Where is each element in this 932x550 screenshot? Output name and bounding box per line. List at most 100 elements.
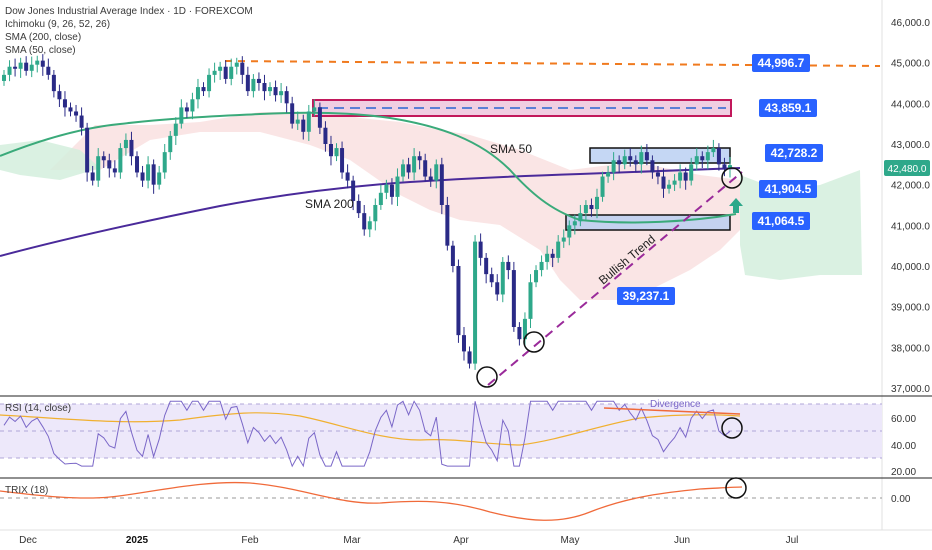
candle (683, 167, 688, 190)
label-lower-bg (752, 212, 810, 230)
label-mid-bg (765, 144, 823, 162)
sma50-annotation: SMA 50 (490, 142, 532, 156)
cloud-bullish-left (0, 140, 100, 180)
candle (68, 102, 73, 117)
candle (489, 267, 494, 288)
legend-sma200: SMA (200, close) (5, 32, 81, 43)
candle (572, 214, 577, 235)
candle (173, 117, 178, 146)
price-tick: 38,000.0 (891, 343, 930, 354)
candle (456, 259, 461, 343)
time-tick-jun: Jun (674, 535, 690, 546)
candle (378, 184, 383, 210)
label-upper: 43,859.1 (765, 101, 812, 115)
candle (705, 145, 710, 170)
candle (417, 151, 422, 170)
candle (40, 54, 45, 76)
candle (450, 240, 455, 273)
candle (218, 61, 223, 80)
candle (46, 58, 51, 80)
candle (234, 57, 239, 75)
price-tick: 37,000.0 (891, 384, 930, 395)
candle (273, 80, 278, 102)
candle (334, 143, 339, 162)
candle (589, 198, 594, 217)
candle (151, 159, 156, 194)
candle (694, 148, 699, 171)
candle (655, 165, 660, 185)
candle (85, 122, 90, 182)
price-tick: 42,000.0 (891, 181, 930, 192)
trix-line (0, 481, 743, 521)
candle (484, 252, 489, 284)
rsi-circle (721, 417, 743, 439)
candle (306, 104, 311, 141)
candle (678, 164, 683, 189)
candle (700, 151, 705, 168)
label-lower: 41,064.5 (758, 214, 805, 228)
current-price: 42,480.0 (888, 164, 927, 175)
time-tick-2025: 2025 (126, 535, 149, 546)
rsi-tick-60: 60.00 (891, 414, 916, 425)
candle (617, 155, 622, 174)
candlesticks (2, 54, 732, 370)
candle (434, 159, 439, 189)
candle (412, 148, 417, 181)
candle (534, 265, 539, 288)
rsi-panel: RSI (14, close) Divergence 60.00 40.00 2… (0, 399, 916, 478)
up-arrow-icon (729, 198, 743, 213)
candle (146, 156, 151, 189)
candle (135, 151, 140, 178)
cloud-bearish (50, 112, 740, 300)
divergence-label: Divergence (650, 399, 701, 410)
price-axis: 46,000.0 45,000.0 44,000.0 43,000.0 42,000.0… (891, 18, 930, 395)
candle (561, 229, 566, 248)
candle (262, 74, 267, 101)
rsi-label: RSI (14, close) (5, 403, 71, 414)
candle (279, 83, 284, 103)
candle (317, 102, 322, 135)
candle (522, 312, 527, 347)
candle (578, 205, 583, 227)
rsi-tick-20: 20.00 (891, 467, 916, 478)
candle (384, 179, 389, 200)
trix-tick-0: 0.00 (891, 494, 911, 505)
candle (506, 255, 511, 280)
bullish-trend-line (487, 171, 743, 386)
candle (79, 107, 84, 136)
candle (195, 78, 200, 109)
candle (212, 62, 217, 83)
candle (500, 257, 505, 303)
time-tick-feb: Feb (241, 535, 259, 546)
candle (18, 57, 23, 78)
candle (290, 96, 295, 129)
time-tick-jul: Jul (786, 535, 799, 546)
candle (51, 69, 56, 98)
candle (406, 157, 411, 179)
candle (240, 56, 245, 85)
price-tick: 40,000.0 (891, 262, 930, 273)
candle (556, 235, 561, 263)
candle (345, 164, 350, 189)
candle (583, 200, 588, 220)
current-price-bg (884, 160, 930, 176)
candle (511, 261, 516, 332)
candle (118, 143, 123, 179)
candle (312, 99, 317, 117)
trix-circle (725, 477, 747, 499)
candle (190, 92, 195, 120)
candle (639, 145, 644, 174)
candle (157, 165, 162, 190)
candle (661, 168, 666, 198)
candle (728, 157, 732, 178)
candle (622, 149, 627, 170)
candle (689, 157, 694, 186)
current-circle (721, 167, 743, 189)
level-labels: 44,996.7 43,859.1 42,728.2 41,904.5 41,0… (617, 54, 823, 305)
legend-ichimoku: Ichimoku (9, 26, 52, 26) (5, 19, 110, 30)
candle (606, 165, 611, 183)
candle (284, 86, 289, 113)
time-axis: Dec 2025 Feb Mar Apr May Jun Jul (19, 535, 798, 546)
candle (140, 165, 145, 187)
candle (722, 157, 727, 177)
